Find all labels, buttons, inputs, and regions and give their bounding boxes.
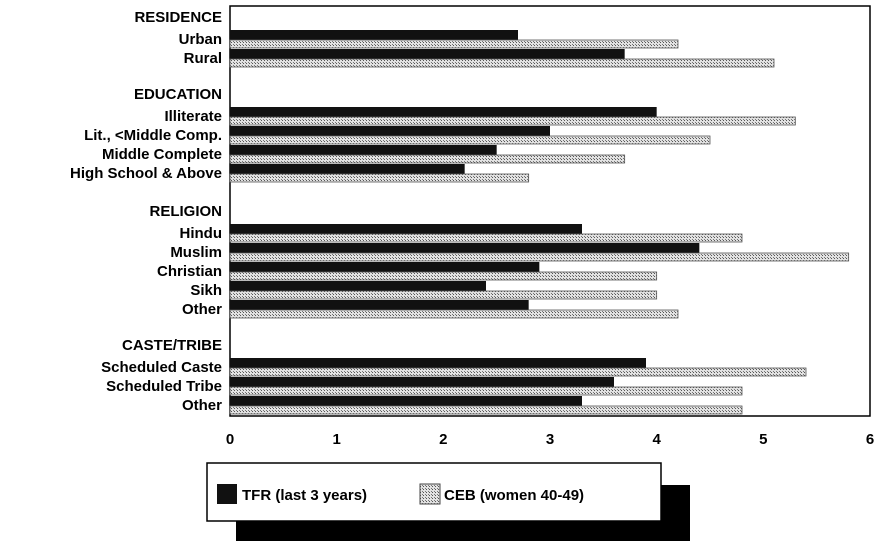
x-tick-label: 0 bbox=[226, 431, 234, 448]
bar-ceb bbox=[229, 39, 679, 49]
bar-ceb bbox=[229, 252, 850, 262]
x-tick-label: 6 bbox=[866, 431, 874, 448]
bar-tfr bbox=[230, 49, 625, 59]
bar-ceb bbox=[229, 367, 807, 377]
category-label: Rural bbox=[184, 50, 222, 67]
group-label: CASTE/TRIBE bbox=[122, 337, 222, 354]
category-label: Sikh bbox=[190, 282, 222, 299]
bar-ceb bbox=[229, 135, 711, 145]
legend-swatch-ceb bbox=[419, 483, 441, 505]
category-label: Scheduled Tribe bbox=[106, 378, 222, 395]
category-label: Urban bbox=[179, 31, 222, 48]
category-labels: RESIDENCE Urban Rural EDUCATION Illiterate Li… bbox=[70, 9, 222, 414]
category-label: Middle Complete bbox=[102, 146, 222, 163]
category-label: High School & Above bbox=[70, 165, 222, 182]
legend-swatch-tfr bbox=[217, 484, 237, 504]
legend: TFR (last 3 years) CEB (women 40-49) bbox=[206, 462, 690, 541]
x-tick-label: 2 bbox=[439, 431, 447, 448]
category-label: Muslim bbox=[170, 244, 222, 261]
group-label: EDUCATION bbox=[134, 86, 222, 103]
bar-ceb bbox=[229, 271, 658, 281]
category-label: Scheduled Caste bbox=[101, 359, 222, 376]
category-label: Christian bbox=[157, 263, 222, 280]
bar-tfr bbox=[230, 145, 497, 155]
plot-area-frame bbox=[229, 5, 871, 417]
x-tick-label: 3 bbox=[546, 431, 554, 448]
category-label: Other bbox=[182, 301, 222, 318]
bar-tfr bbox=[230, 30, 518, 40]
x-tick-label: 4 bbox=[652, 431, 661, 448]
bar-ceb bbox=[229, 116, 796, 126]
bar-ceb bbox=[229, 173, 530, 183]
bars-layer bbox=[229, 30, 850, 415]
bar-ceb bbox=[229, 309, 679, 319]
category-label: Other bbox=[182, 397, 222, 414]
bar-tfr bbox=[230, 107, 657, 117]
bar-tfr bbox=[230, 377, 614, 387]
bar-ceb bbox=[229, 386, 743, 396]
bar-tfr bbox=[230, 262, 540, 272]
bar-ceb bbox=[229, 154, 626, 164]
bar-ceb bbox=[229, 290, 658, 300]
bar-tfr bbox=[230, 358, 646, 368]
bar-tfr bbox=[230, 281, 486, 291]
bar-ceb bbox=[229, 233, 743, 243]
bar-ceb bbox=[229, 58, 775, 68]
x-axis-ticks: 0 1 2 3 4 5 6 bbox=[226, 431, 874, 448]
bar-tfr bbox=[230, 396, 582, 406]
x-tick-label: 5 bbox=[759, 431, 767, 448]
bar-tfr bbox=[230, 300, 529, 310]
legend-label-tfr: TFR (last 3 years) bbox=[242, 487, 367, 504]
legend-label-ceb: CEB (women 40-49) bbox=[444, 487, 584, 504]
bar-tfr bbox=[230, 164, 465, 174]
bar-ceb bbox=[229, 405, 743, 415]
bar-tfr bbox=[230, 126, 550, 136]
x-tick-label: 1 bbox=[332, 431, 340, 448]
bar-tfr bbox=[230, 224, 582, 234]
category-label: Hindu bbox=[180, 225, 223, 242]
group-label: RELIGION bbox=[149, 203, 222, 220]
category-label: Lit., <Middle Comp. bbox=[84, 127, 222, 144]
group-label: RESIDENCE bbox=[134, 9, 222, 26]
category-label: Illiterate bbox=[164, 108, 222, 125]
bar-tfr bbox=[230, 243, 700, 253]
